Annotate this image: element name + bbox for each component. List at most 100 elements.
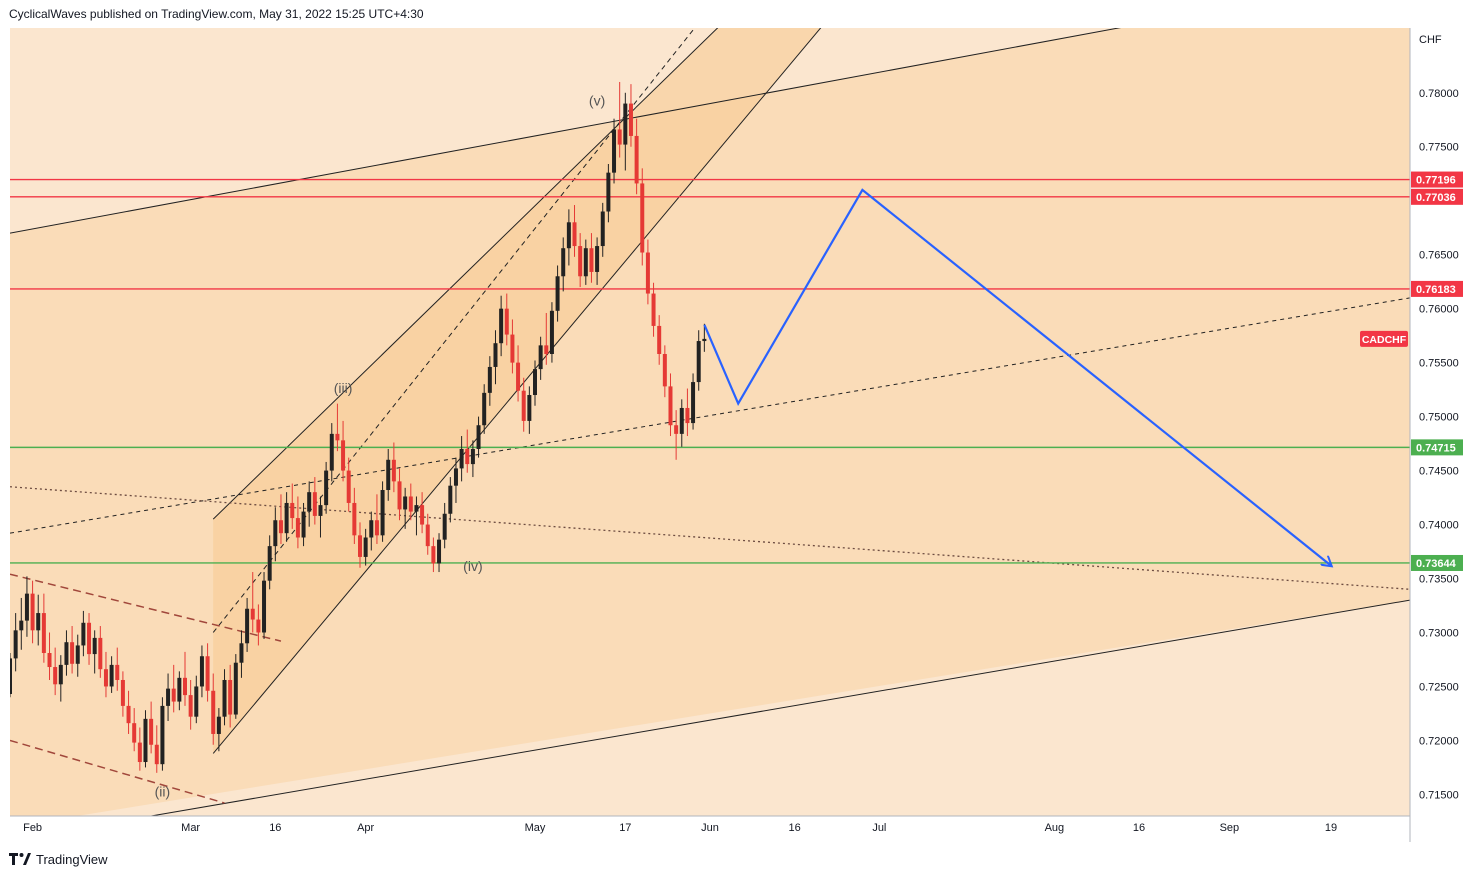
candle[interactable]: [640, 168, 645, 266]
candle[interactable]: [262, 572, 267, 639]
dotted-trendline[interactable]: [10, 486, 1410, 590]
candle[interactable]: [453, 457, 458, 503]
brand-name[interactable]: TradingView: [36, 851, 108, 867]
candle[interactable]: [561, 237, 566, 292]
candle[interactable]: [160, 697, 165, 771]
candle[interactable]: [239, 630, 244, 678]
candle[interactable]: [312, 477, 317, 525]
candle[interactable]: [194, 675, 199, 724]
candle[interactable]: [64, 630, 69, 676]
candle[interactable]: [600, 202, 605, 257]
candle[interactable]: [431, 537, 436, 573]
wave-channel-median-line[interactable]: [212, 0, 772, 633]
candle[interactable]: [544, 312, 549, 365]
candle[interactable]: [324, 461, 329, 514]
candle[interactable]: [510, 319, 515, 374]
candle[interactable]: [87, 613, 92, 665]
falling-channel-lower-line[interactable]: [10, 739, 225, 804]
candle[interactable]: [109, 656, 114, 693]
level-price-tag[interactable]: [1411, 280, 1463, 297]
wave-channel-upper-line[interactable]: [212, 0, 817, 520]
candle[interactable]: [634, 118, 639, 195]
candle[interactable]: [651, 282, 656, 337]
candle[interactable]: [115, 647, 120, 691]
candle[interactable]: [425, 513, 430, 555]
candle[interactable]: [437, 533, 442, 573]
candle[interactable]: [233, 654, 238, 719]
candle[interactable]: [691, 373, 696, 430]
candle[interactable]: [499, 295, 504, 357]
level-price-tag[interactable]: [1411, 554, 1463, 571]
candle[interactable]: [70, 626, 75, 674]
candle[interactable]: [245, 597, 250, 652]
candle[interactable]: [352, 487, 357, 544]
candle[interactable]: [143, 710, 148, 768]
candle[interactable]: [527, 386, 532, 434]
candle[interactable]: [589, 233, 594, 283]
candle[interactable]: [566, 209, 571, 266]
candle[interactable]: [628, 84, 633, 147]
candle[interactable]: [476, 416, 481, 458]
candle[interactable]: [341, 420, 346, 482]
candle[interactable]: [222, 669, 227, 726]
candle[interactable]: [572, 205, 577, 257]
candle[interactable]: [459, 436, 464, 482]
big-channel-upper-line[interactable]: [10, 0, 1410, 234]
candle[interactable]: [211, 673, 216, 745]
candle[interactable]: [487, 356, 492, 406]
candle[interactable]: [47, 632, 52, 680]
candle[interactable]: [538, 336, 543, 380]
candle[interactable]: [555, 265, 560, 322]
candle[interactable]: [205, 643, 210, 702]
candle[interactable]: [41, 593, 46, 663]
candle[interactable]: [595, 237, 600, 285]
candle[interactable]: [346, 457, 351, 512]
candle[interactable]: [374, 494, 379, 544]
candle[interactable]: [19, 597, 24, 650]
candle[interactable]: [295, 496, 300, 549]
candle[interactable]: [216, 708, 221, 752]
candle[interactable]: [301, 502, 306, 547]
candle[interactable]: [284, 492, 289, 542]
candle[interactable]: [183, 651, 187, 706]
candle[interactable]: [578, 233, 583, 288]
candle[interactable]: [482, 384, 487, 434]
candle[interactable]: [493, 330, 498, 385]
candle[interactable]: [403, 487, 408, 529]
candle[interactable]: [533, 360, 537, 406]
candle[interactable]: [171, 664, 176, 713]
tradingview-logo-icon[interactable]: [9, 853, 31, 865]
candle[interactable]: [290, 483, 295, 529]
level-price-tag[interactable]: [1411, 188, 1463, 205]
candle[interactable]: [149, 701, 154, 754]
candle[interactable]: [335, 403, 340, 452]
candle[interactable]: [307, 481, 312, 527]
candle[interactable]: [696, 330, 701, 391]
candle[interactable]: [408, 483, 413, 521]
candle[interactable]: [397, 468, 402, 521]
candle[interactable]: [329, 423, 334, 482]
candle[interactable]: [386, 448, 391, 501]
candle[interactable]: [120, 671, 125, 717]
falling-channel-upper-line[interactable]: [10, 573, 282, 642]
candle[interactable]: [36, 594, 41, 646]
candle[interactable]: [504, 293, 509, 346]
candle[interactable]: [188, 679, 193, 730]
candle[interactable]: [516, 345, 521, 402]
candle[interactable]: [154, 725, 159, 773]
candle[interactable]: [606, 164, 611, 223]
candle[interactable]: [98, 626, 103, 678]
wave-channel-lower-line[interactable]: [212, 0, 902, 754]
candle[interactable]: [166, 673, 171, 722]
candle[interactable]: [442, 502, 447, 549]
candle[interactable]: [657, 315, 662, 365]
candle[interactable]: [199, 645, 204, 698]
candle[interactable]: [668, 373, 673, 437]
candle[interactable]: [363, 528, 368, 566]
candle[interactable]: [126, 690, 131, 734]
candle[interactable]: [273, 507, 278, 562]
candle[interactable]: [465, 429, 470, 473]
candle[interactable]: [92, 630, 97, 674]
candle[interactable]: [645, 239, 650, 305]
